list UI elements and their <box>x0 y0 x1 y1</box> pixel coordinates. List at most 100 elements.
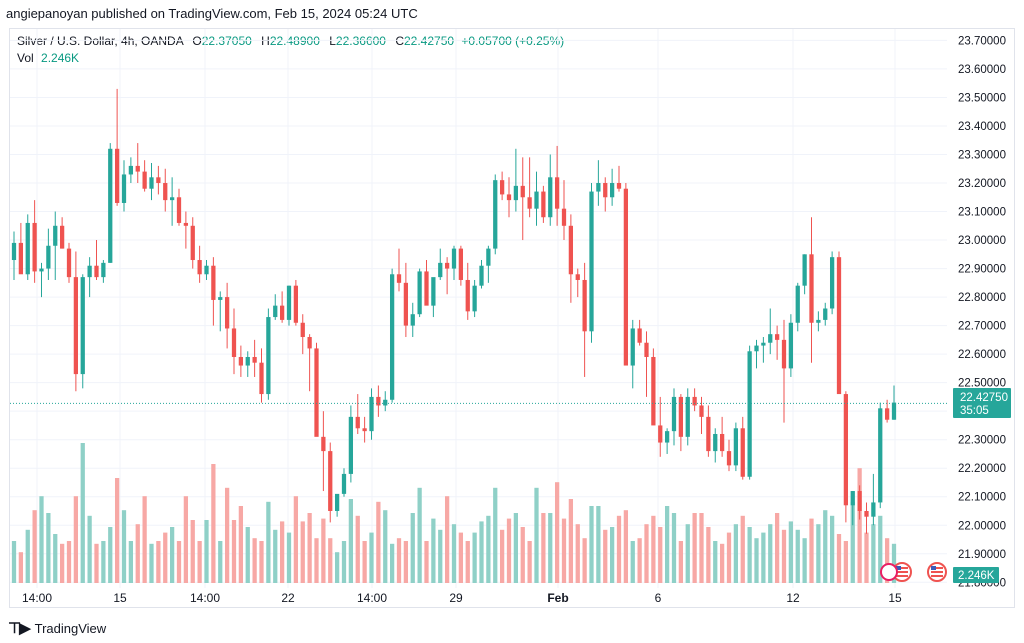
volume-bar <box>864 532 869 583</box>
legend-close-value: 22.42750 <box>404 34 455 48</box>
candle-body <box>183 222 189 226</box>
volume-bar <box>568 499 574 583</box>
candle <box>623 183 629 366</box>
candle <box>252 339 257 377</box>
volume-bar <box>369 532 374 583</box>
volume-bar <box>431 518 436 583</box>
volume-bar <box>18 552 24 583</box>
volume-bar <box>348 499 354 583</box>
legend-volume-value: 2.246K <box>41 51 80 65</box>
candle <box>534 171 539 226</box>
volume-bar <box>561 518 567 583</box>
volume-bar <box>520 527 525 583</box>
candle <box>66 242 72 283</box>
y-tick-label: 23.40000 <box>958 121 1006 133</box>
volume-bar <box>245 527 250 583</box>
volume-bar <box>761 532 766 583</box>
volume-bar <box>706 527 711 583</box>
candle-body <box>609 183 615 198</box>
volume-bar <box>149 543 154 583</box>
candle-body <box>740 428 745 477</box>
candle-body <box>18 242 24 275</box>
candle-body <box>568 225 574 275</box>
y-tick-label: 22.50000 <box>958 378 1006 390</box>
candle-body <box>197 260 202 275</box>
volume-bar <box>403 541 409 583</box>
volume-bar <box>66 541 72 583</box>
candle <box>389 268 395 403</box>
candle-body <box>823 308 828 320</box>
candle-body <box>630 328 635 366</box>
candle <box>596 160 601 206</box>
candle <box>451 245 457 280</box>
volume-bar <box>46 513 51 583</box>
us-flag-icon[interactable] <box>892 562 912 582</box>
candle <box>224 282 230 349</box>
candle-body <box>878 408 883 503</box>
x-tick-label: 15 <box>113 591 127 605</box>
candle-body <box>850 491 855 506</box>
volume-bar <box>486 515 491 583</box>
candle <box>458 245 464 286</box>
candle-body <box>644 342 649 357</box>
candle <box>609 168 615 206</box>
candle-body <box>108 148 113 263</box>
candle-body <box>238 356 244 366</box>
y-tick-label: 23.70000 <box>958 35 1006 47</box>
candle-body <box>362 428 367 432</box>
volume-bar <box>513 513 519 583</box>
volume-bar <box>548 513 553 583</box>
volume-bar <box>733 524 739 583</box>
candle <box>94 240 99 280</box>
y-tick-label: 22.30000 <box>958 435 1006 447</box>
candle-body <box>314 348 319 437</box>
candle-body <box>25 222 30 275</box>
candle <box>843 391 849 523</box>
candle-body <box>747 351 752 477</box>
volume-bar <box>424 541 429 583</box>
candle <box>678 394 684 452</box>
volume-bar <box>163 532 168 583</box>
candle <box>197 245 202 283</box>
footer-brand[interactable]: ⊤▶ TradingView <box>8 619 106 637</box>
volume-bar <box>300 521 305 583</box>
us-flag-icon[interactable] <box>927 562 947 582</box>
price-axis[interactable]: 23.70000 23.60000 23.50000 23.40000 23.30000… <box>958 35 1006 589</box>
candle-body <box>94 265 99 278</box>
legend-ohlc-row: Silver / U.S. Dollar, 4h, OANDA O22.3705… <box>17 33 564 50</box>
candle-body <box>857 491 862 511</box>
volume-bar <box>121 510 127 583</box>
candle-body <box>252 356 257 363</box>
candle-body <box>795 285 800 323</box>
volume-bar <box>713 541 718 583</box>
volume-bar <box>850 501 855 583</box>
candle <box>259 348 264 403</box>
candle <box>699 396 704 434</box>
candle <box>321 411 326 492</box>
volume-bar <box>554 482 560 583</box>
candle-body <box>541 191 546 218</box>
candle-body <box>726 451 732 466</box>
candle-body <box>176 197 182 223</box>
calendar-event-icon[interactable] <box>880 563 898 581</box>
candle <box>417 268 422 318</box>
candle <box>486 245 491 283</box>
candle-body <box>637 328 642 343</box>
volume-bar <box>224 487 230 583</box>
time-axis[interactable]: 14:00 15 14:00 22 14:00 29 Feb 6 12 15 <box>22 591 902 605</box>
legend-symbol[interactable]: Silver / U.S. Dollar, 4h, OANDA <box>17 34 184 48</box>
candle <box>169 177 175 226</box>
candle <box>878 402 883 509</box>
candle <box>850 491 855 526</box>
candle <box>823 302 828 326</box>
volume-bar <box>156 541 161 583</box>
y-tick-label: 22.10000 <box>958 492 1006 504</box>
volume-bar <box>273 529 278 583</box>
candle <box>25 214 30 280</box>
candle <box>273 294 278 320</box>
candle <box>32 200 37 283</box>
candle <box>829 251 835 315</box>
y-tick-label: 22.90000 <box>958 264 1006 276</box>
candle-body <box>458 248 464 280</box>
